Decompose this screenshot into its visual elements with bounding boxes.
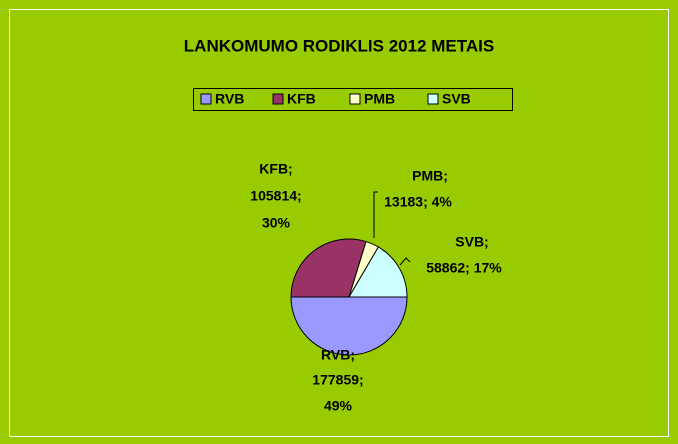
- data-label: 177859;: [312, 372, 363, 388]
- legend-label: RVB: [215, 91, 244, 107]
- data-label: PMB;: [412, 168, 448, 184]
- legend-swatch: [427, 93, 439, 105]
- leader-line: [399, 257, 411, 266]
- data-label: SVB;: [455, 234, 488, 250]
- pie-slice: [290, 296, 408, 356]
- legend-label: SVB: [442, 91, 471, 107]
- data-label: 105814;: [250, 188, 301, 204]
- legend-label: PMB: [364, 91, 395, 107]
- data-label: RVB;: [321, 347, 355, 363]
- pie-slice: [348, 246, 408, 298]
- leader-line: [373, 191, 378, 238]
- pie-slice: [290, 238, 367, 298]
- data-label: 13183; 4%: [384, 194, 452, 210]
- legend-swatch: [200, 93, 212, 105]
- data-label: 30%: [262, 215, 291, 231]
- chart-title: LANKOMUMO RODIKLIS 2012 METAIS: [184, 36, 494, 55]
- legend-swatch: [272, 93, 284, 105]
- chart-border: [9, 9, 669, 437]
- data-label: 49%: [324, 398, 353, 414]
- data-label: 58862; 17%: [426, 260, 502, 276]
- legend-swatch: [349, 93, 361, 105]
- data-label: KFB;: [259, 161, 292, 177]
- legend-label: KFB: [287, 91, 316, 107]
